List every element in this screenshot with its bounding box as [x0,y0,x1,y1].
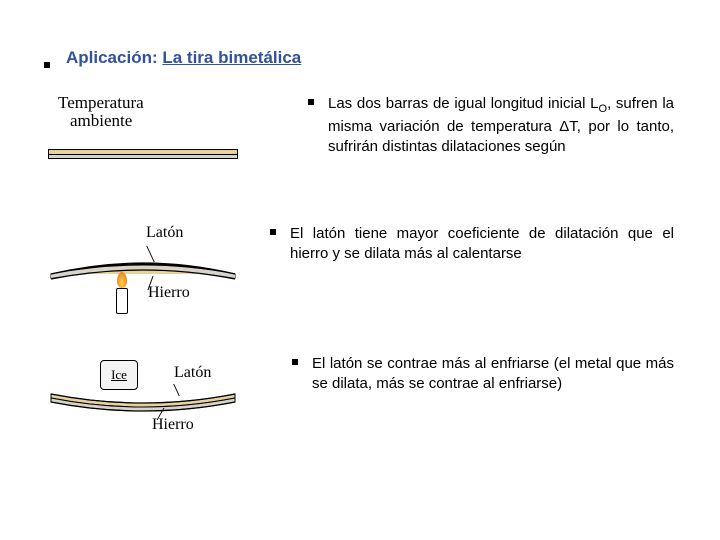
fig1-label-line2: ambiente [70,111,132,130]
text-block-1: Las dos barras de igual longitud inicial… [264,94,680,157]
bimetal-strip-curved-down [48,388,238,418]
paragraph-1: Las dos barras de igual longitud inicial… [328,94,674,157]
row-ambient: Temperatura ambiente Las dos barras de i… [44,94,680,184]
bullet-icon [308,99,314,105]
fig1-label: Temperatura ambiente [58,94,144,130]
para1-sub: O [599,103,608,115]
heading-row: Aplicación: La tira bimetálica [44,48,680,68]
heading-title: La tira bimetálica [162,48,301,67]
bimetal-strip-flat [48,149,238,159]
fig2-laton-label: Latón [146,224,183,242]
paragraph-2: El latón tiene mayor coeficiente de dila… [290,224,674,265]
bimetal-strip-curved-up [48,250,238,280]
iron-band [48,154,238,159]
flame-icon [117,272,127,288]
row-heated: Latón Hierro El latón tiene mayor coefic… [44,224,680,314]
figure-cooled: Ice Latón Hierro [44,354,264,444]
figure-ambient: Temperatura ambiente [44,94,264,184]
candle-icon [116,272,128,314]
para1-t1: Las dos barras de igual longitud inicial… [328,95,599,112]
bullet-icon [44,62,50,68]
bullet-icon [292,359,298,365]
figure-heated: Latón Hierro [44,224,264,314]
fig3-laton-label: Latón [174,364,211,382]
fig2-hierro-label: Hierro [148,284,190,302]
paragraph-3: El latón se contrae más al enfriarse (el… [312,354,674,395]
ice-label: Ice [111,367,127,383]
text-block-2: El latón tiene mayor coeficiente de dila… [264,224,680,265]
row-cooled: Ice Latón Hierro El latón se contrae más… [44,354,680,444]
text-block-3: El latón se contrae más al enfriarse (el… [264,354,680,395]
fig1-label-line1: Temperatura [58,93,144,112]
bullet-icon [270,229,276,235]
heading-lead: Aplicación: [66,48,158,67]
fig3-hierro-label: Hierro [152,416,194,434]
page-title: Aplicación: La tira bimetálica [66,48,301,68]
ice-block-icon: Ice [100,360,138,390]
candle-body [116,288,128,314]
